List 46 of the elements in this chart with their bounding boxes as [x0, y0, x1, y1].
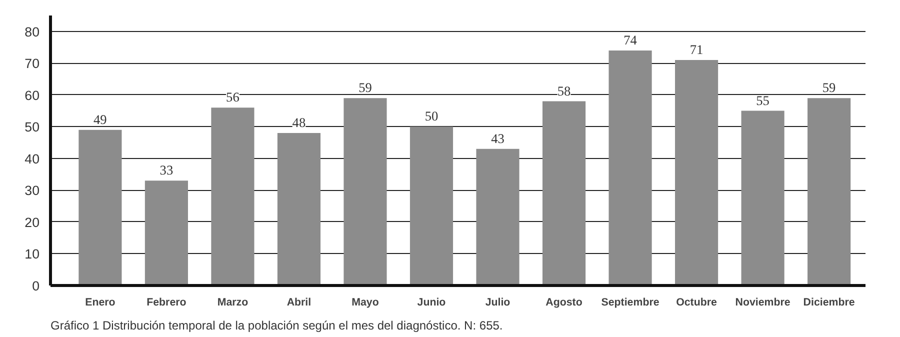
y-tick-label: 10	[24, 246, 40, 262]
data-label: 71	[690, 42, 704, 57]
bar	[808, 98, 851, 286]
data-label: 33	[160, 162, 174, 178]
bar	[144, 180, 188, 286]
data-label: 49	[94, 112, 108, 127]
x-tick-label: Mayo	[352, 296, 380, 308]
bar	[344, 98, 387, 286]
y-tick-label: 20	[24, 214, 40, 230]
data-label: 55	[756, 92, 770, 108]
bar	[211, 108, 254, 286]
bar	[675, 60, 718, 286]
data-label: 43	[491, 130, 505, 146]
x-tick-label: Julio	[485, 296, 511, 308]
y-tick-label: 70	[24, 56, 40, 72]
bar	[78, 130, 122, 286]
x-tick-label: Junio	[417, 296, 446, 308]
x-tick-label: Enero	[85, 296, 116, 308]
data-label: 58	[557, 83, 572, 98]
x-tick-label: Abril	[286, 296, 312, 308]
x-tick-label: Octubre	[676, 296, 718, 308]
text: Gráfico 1 Distribución temporal de la población según el mes del diagnóstico. N: 655.	[50, 318, 503, 332]
y-tick-label: 30	[24, 183, 40, 198]
y-tick-label: 50	[24, 120, 40, 135]
x-tick-label: Agosto	[546, 296, 583, 308]
data-label: 56	[226, 90, 240, 105]
x-tick-label: Noviembre	[735, 296, 790, 308]
bar	[277, 133, 321, 286]
y-tick-label: 0	[32, 278, 40, 294]
x-tick-label: Diciembre	[803, 296, 855, 308]
x-tick-label: Febrero	[146, 296, 187, 308]
bar	[741, 110, 784, 286]
y-tick-label: 40	[24, 151, 40, 166]
bar	[608, 50, 652, 286]
bar	[542, 101, 586, 286]
data-label: 50	[424, 108, 438, 124]
y-tick-label: 60	[24, 88, 40, 103]
y-tick-label: 80	[24, 24, 40, 40]
bar	[476, 148, 520, 286]
data-label: 59	[822, 80, 836, 96]
data-label: 48	[292, 115, 306, 130]
data-label: 74	[624, 32, 638, 48]
bar	[410, 126, 454, 286]
x-tick-label: Septiembre	[601, 296, 660, 308]
x-tick-label: Marzo	[217, 296, 249, 308]
data-label: 59	[358, 80, 372, 96]
